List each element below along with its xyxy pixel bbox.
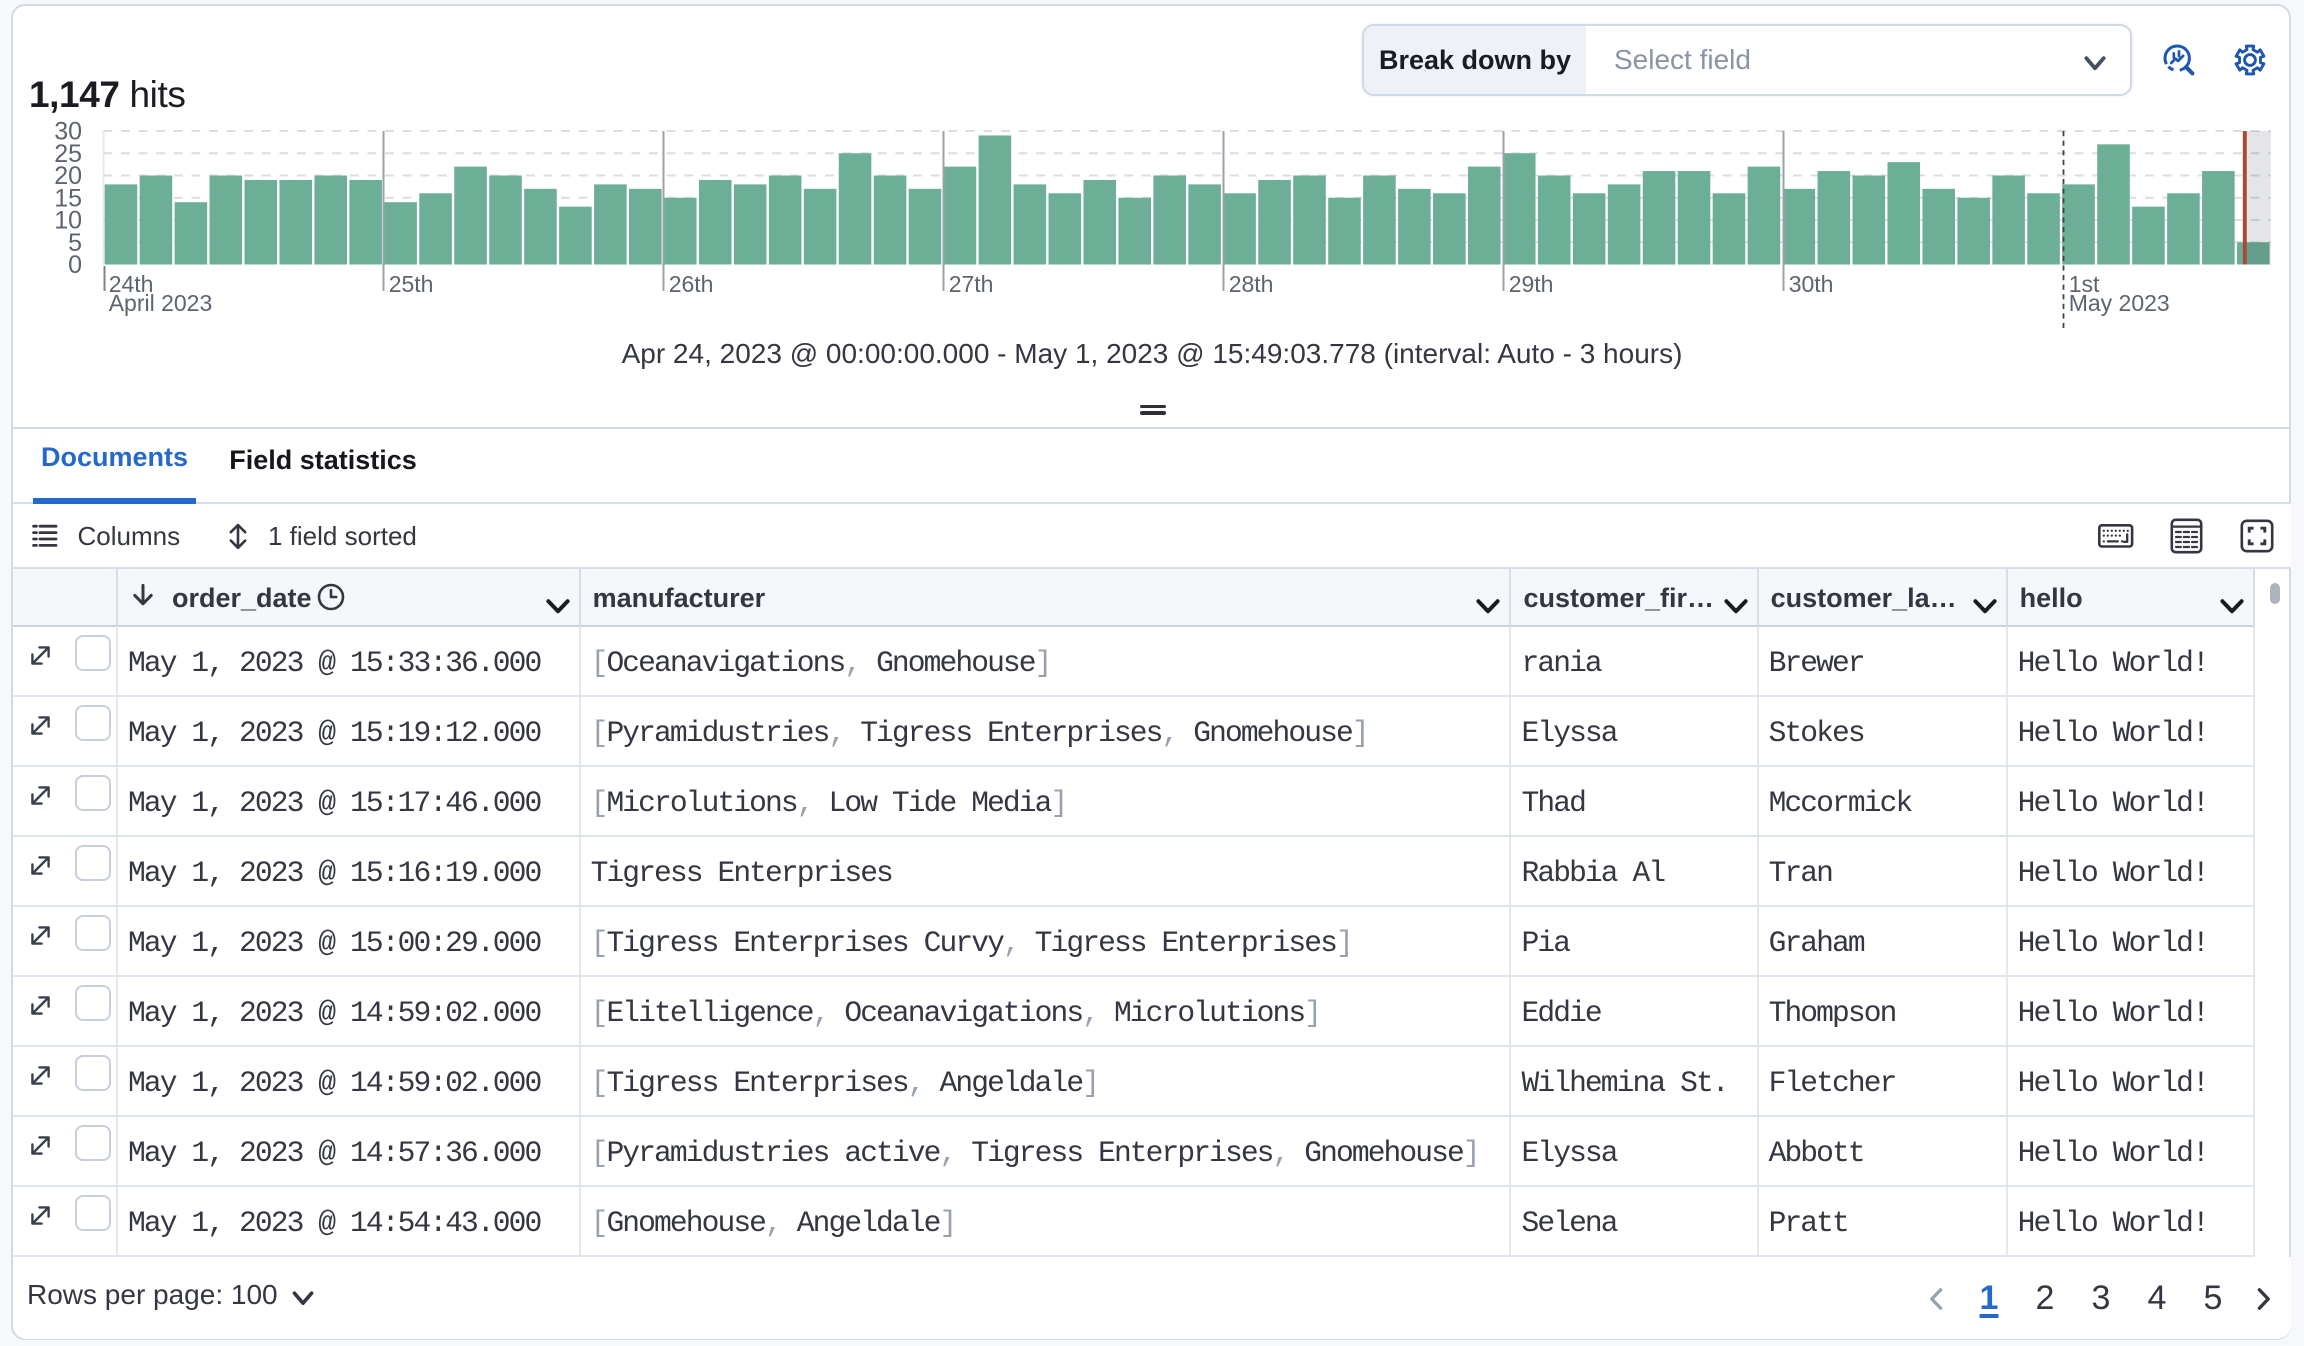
svg-text:30th: 30th	[1789, 271, 1834, 297]
svg-text:28th: 28th	[1229, 271, 1274, 297]
svg-text:15: 15	[54, 184, 82, 212]
svg-text:27th: 27th	[949, 271, 994, 297]
svg-text:25th: 25th	[389, 271, 434, 297]
svg-text:30: 30	[54, 118, 82, 146]
svg-text:26th: 26th	[669, 271, 714, 297]
svg-text:10: 10	[54, 207, 82, 235]
svg-text:5: 5	[68, 229, 82, 257]
svg-text:April 2023: April 2023	[109, 290, 213, 316]
svg-text:May 2023: May 2023	[2069, 290, 2170, 316]
svg-text:25: 25	[54, 140, 82, 168]
svg-text:29th: 29th	[1509, 271, 1554, 297]
svg-text:24th: 24th	[109, 271, 154, 297]
svg-text:20: 20	[54, 162, 82, 190]
svg-text:1st: 1st	[2069, 271, 2100, 297]
svg-text:0: 0	[68, 251, 82, 279]
